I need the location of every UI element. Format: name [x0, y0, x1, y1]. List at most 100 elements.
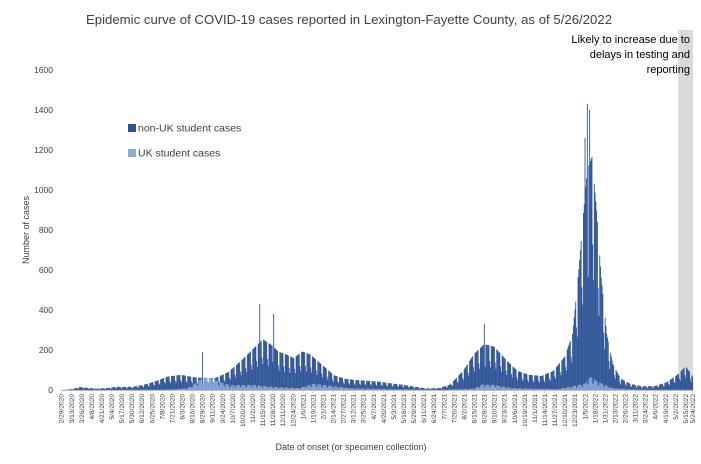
bar-non-uk: [440, 388, 441, 390]
bar-non-uk: [169, 381, 170, 390]
bar-uk: [570, 387, 571, 390]
x-tick-label: 5/17/2020: [119, 394, 126, 424]
bar-non-uk: [74, 388, 75, 390]
bar-uk: [197, 385, 198, 390]
bar-non-uk: [513, 367, 514, 390]
x-tick-label: 8/28/2021: [482, 394, 489, 424]
bar-uk: [320, 385, 321, 390]
bar-uk: [183, 389, 184, 390]
bar-uk: [254, 385, 255, 390]
bar-uk: [281, 387, 282, 390]
bar-non-uk: [110, 389, 111, 390]
bar-non-uk: [274, 348, 275, 390]
bar-non-uk: [147, 384, 148, 390]
bar-non-uk: [392, 387, 393, 390]
bar-non-uk: [173, 376, 174, 390]
bar-non-uk: [509, 364, 510, 390]
bar-uk: [518, 388, 519, 390]
bar-uk: [400, 389, 401, 390]
bar-uk: [482, 385, 483, 390]
bar-uk: [524, 388, 525, 390]
bar-uk: [216, 381, 217, 390]
x-tick-label: 12/24/2020: [290, 394, 297, 427]
bar-non-uk: [451, 384, 452, 390]
bar-non-uk: [581, 287, 582, 390]
bar-non-uk: [255, 347, 256, 390]
bar-non-uk: [547, 373, 548, 390]
bar-uk: [547, 389, 548, 390]
bar-non-uk: [653, 388, 654, 390]
bar-non-uk: [449, 385, 450, 390]
bar-non-uk: [523, 381, 524, 390]
bar-uk: [171, 389, 172, 390]
legend-swatch-uk: [128, 149, 136, 157]
bar-non-uk: [510, 364, 511, 390]
bar-non-uk: [260, 342, 261, 390]
bar-uk: [605, 385, 606, 390]
bar-uk: [368, 389, 369, 390]
x-tick-label: 2/1/2021: [320, 394, 327, 420]
bar-uk: [554, 389, 555, 390]
bar-uk: [527, 389, 528, 390]
bar-uk: [503, 387, 504, 390]
bar-non-uk: [290, 357, 291, 390]
bar-uk: [568, 387, 569, 390]
bar-uk: [302, 387, 303, 390]
bar-non-uk: [403, 387, 404, 390]
bar-non-uk: [627, 382, 628, 390]
bar-uk: [173, 389, 174, 390]
bar-non-uk: [354, 383, 355, 390]
bar-non-uk: [557, 366, 558, 390]
bar-non-uk: [541, 376, 542, 390]
bar-uk: [579, 385, 580, 390]
bar-uk: [386, 389, 387, 390]
bar-non-uk: [636, 387, 637, 390]
bar-uk: [328, 386, 329, 390]
bar-non-uk: [280, 352, 281, 390]
x-tick-label: 2/14/2021: [331, 394, 338, 424]
bar-uk: [187, 388, 188, 390]
bar-non-uk: [468, 376, 469, 390]
bar-non-uk: [544, 382, 545, 390]
bar-non-uk: [593, 280, 594, 390]
bar-non-uk: [388, 383, 389, 390]
bar-uk: [234, 385, 235, 390]
bar-uk: [405, 389, 406, 390]
bar-uk: [474, 389, 475, 390]
bar-uk: [383, 389, 384, 390]
bar-non-uk: [691, 375, 692, 390]
bar-non-uk: [608, 341, 609, 390]
bar-uk: [356, 388, 357, 390]
bar-uk: [635, 389, 636, 390]
bar-non-uk: [615, 379, 616, 390]
bar-non-uk: [165, 384, 166, 390]
bar-non-uk: [691, 382, 692, 390]
bar-non-uk: [452, 386, 453, 390]
bar-uk: [267, 388, 268, 390]
bar-non-uk: [480, 348, 481, 390]
bar-uk: [204, 377, 205, 390]
x-tick-label: 10/7/2020: [230, 394, 237, 424]
bar-uk: [265, 386, 266, 390]
bar-non-uk: [186, 383, 187, 390]
x-tick-label: 5/24/2022: [690, 394, 697, 424]
bar-uk: [577, 387, 578, 390]
bar-uk: [551, 389, 552, 390]
bar-non-uk: [152, 382, 153, 390]
bar-uk: [473, 389, 474, 390]
bar-uk: [175, 389, 176, 390]
bar-uk: [226, 384, 227, 390]
bar-non-uk: [413, 388, 414, 390]
bar-non-uk: [617, 373, 618, 390]
bar-uk: [277, 387, 278, 390]
bar-uk: [560, 389, 561, 390]
bar-non-uk: [595, 202, 596, 390]
bar-non-uk: [262, 364, 263, 390]
bar-non-uk: [616, 371, 617, 390]
bar-non-uk: [582, 305, 583, 390]
bar-uk: [455, 389, 456, 390]
bar-non-uk: [152, 382, 153, 390]
bar-uk: [264, 386, 265, 390]
bar-uk: [366, 389, 367, 390]
bar-non-uk: [508, 362, 509, 390]
